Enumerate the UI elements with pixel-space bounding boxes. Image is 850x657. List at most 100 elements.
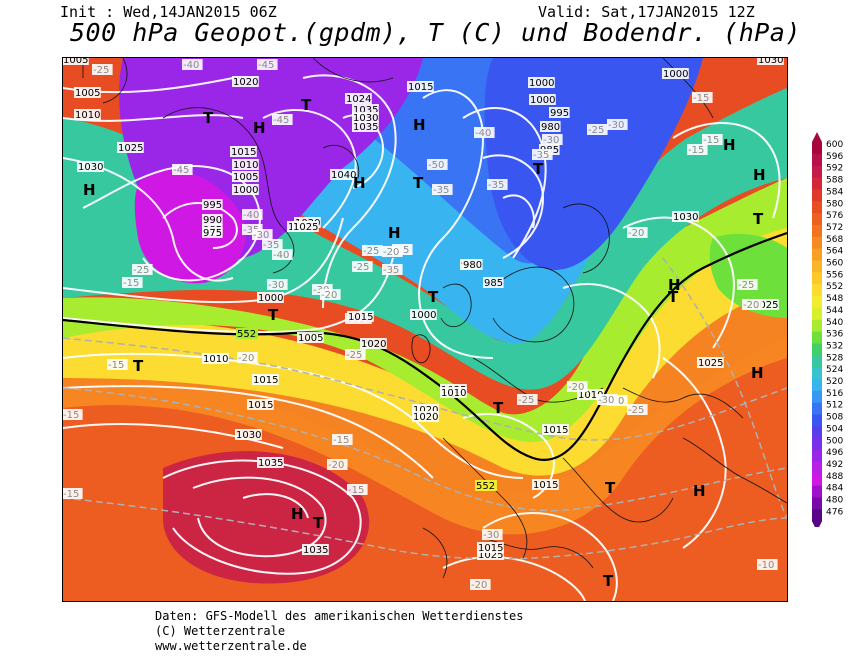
temperature-label: -20 — [742, 299, 763, 311]
legend-value: 516 — [826, 389, 843, 399]
svg-text:1000: 1000 — [529, 78, 554, 89]
svg-text:T: T — [533, 160, 544, 178]
legend-value: 592 — [826, 164, 843, 174]
svg-text:1015: 1015 — [478, 543, 503, 554]
legend-value: 504 — [826, 424, 843, 434]
legend-swatch — [812, 450, 822, 463]
svg-text:1015: 1015 — [543, 425, 568, 436]
svg-text:-50: -50 — [428, 160, 444, 171]
legend-value: 484 — [826, 484, 843, 494]
legend-value: 488 — [826, 472, 843, 482]
legend-swatch — [812, 402, 822, 415]
svg-text:-25: -25 — [363, 246, 379, 257]
pressure-label: 1005 — [232, 171, 259, 183]
legend-value: 500 — [826, 436, 843, 446]
svg-text:-35: -35 — [533, 150, 549, 161]
svg-text:1020: 1020 — [233, 77, 258, 88]
svg-text:-15: -15 — [693, 93, 709, 104]
pressure-label: 1020 — [232, 76, 259, 88]
svg-text:1005: 1005 — [75, 88, 100, 99]
svg-text:-25: -25 — [133, 265, 149, 276]
legend-value: 480 — [826, 496, 843, 506]
svg-text:-40: -40 — [183, 60, 199, 71]
legend-swatch — [812, 189, 822, 202]
svg-text:552: 552 — [237, 329, 256, 340]
svg-text:-15: -15 — [348, 485, 364, 496]
svg-text:T: T — [133, 357, 144, 375]
legend-swatch — [812, 509, 822, 522]
svg-text:T: T — [668, 288, 679, 306]
legend-value: 568 — [826, 235, 843, 245]
temperature-label: -40 — [182, 59, 203, 71]
valid-time: Valid: Sat,17JAN2015 12Z — [538, 3, 755, 21]
legend-swatch — [812, 165, 822, 178]
pressure-label: 1024 — [345, 93, 372, 105]
svg-text:1015: 1015 — [231, 147, 256, 158]
high-pressure-center: H — [291, 505, 304, 523]
high-pressure-center: H — [693, 482, 706, 500]
svg-text:1010: 1010 — [203, 354, 228, 365]
pressure-label: 975 — [202, 227, 223, 239]
svg-text:1024: 1024 — [346, 94, 371, 105]
temperature-label: -40 — [272, 249, 293, 261]
legend-swatch — [812, 153, 822, 167]
svg-text:1015: 1015 — [248, 400, 273, 411]
svg-text:-30: -30 — [268, 280, 284, 291]
svg-text:1015: 1015 — [408, 82, 433, 93]
temperature-label: -20 — [382, 246, 403, 258]
temperature-label: -15 — [107, 359, 128, 371]
pressure-label: 1035 — [257, 457, 284, 469]
pressure-label: 1015 — [252, 374, 279, 386]
svg-text:1020: 1020 — [413, 412, 438, 423]
pressure-label: 985 — [483, 277, 504, 289]
legend-value: 532 — [826, 341, 843, 351]
temperature-label: -25 — [587, 124, 608, 136]
svg-text:985: 985 — [484, 278, 503, 289]
temperature-label: -30 — [542, 134, 563, 146]
legend-swatch — [812, 319, 822, 332]
low-pressure-center: T — [313, 514, 324, 532]
svg-text:1040: 1040 — [331, 170, 356, 181]
legend-value: 564 — [826, 247, 843, 257]
temperature-label: -15 — [63, 488, 83, 500]
pressure-label: 1000 — [257, 292, 284, 304]
temperature-label: -35 — [532, 149, 553, 161]
temperature-label: -35 — [262, 239, 283, 251]
temperature-label: -25 — [132, 264, 153, 276]
pressure-label: 1000 — [232, 184, 259, 196]
svg-text:T: T — [313, 514, 324, 532]
svg-text:1025: 1025 — [293, 222, 318, 233]
pressure-label: 1025 — [117, 142, 144, 154]
svg-text:H: H — [723, 136, 736, 154]
pressure-label: 1025 — [697, 357, 724, 369]
temperature-label: -20 — [320, 289, 341, 301]
svg-text:980: 980 — [463, 260, 482, 271]
svg-text:1005: 1005 — [63, 58, 88, 66]
low-pressure-center: T — [413, 174, 424, 192]
svg-text:1035: 1035 — [353, 105, 378, 116]
temperature-label: -30 — [267, 279, 288, 291]
legend-swatch — [812, 473, 822, 487]
legend-value: 528 — [826, 353, 843, 363]
temperature-label: -10 — [757, 559, 778, 571]
svg-text:-15: -15 — [63, 489, 79, 500]
pressure-label: 1005 — [297, 332, 324, 344]
svg-text:-45: -45 — [258, 60, 274, 71]
pressure-label: 1005 — [74, 87, 101, 99]
svg-text:H: H — [253, 119, 266, 137]
legend-swatch — [812, 272, 822, 285]
legend-value: 556 — [826, 270, 843, 280]
temperature-label: -40 — [474, 127, 495, 139]
low-pressure-center: T — [603, 572, 614, 590]
temperature-label: -15 — [63, 409, 83, 421]
svg-text:1025: 1025 — [753, 300, 778, 311]
svg-text:-20: -20 — [568, 382, 584, 393]
low-pressure-center: T — [268, 306, 279, 324]
legend-swatch — [812, 438, 822, 451]
band-teal — [63, 88, 787, 390]
pressure-label: 1010 — [74, 109, 101, 121]
svg-text:-15: -15 — [333, 435, 349, 446]
legend-value: 600 — [826, 140, 843, 150]
svg-text:H: H — [753, 166, 766, 184]
